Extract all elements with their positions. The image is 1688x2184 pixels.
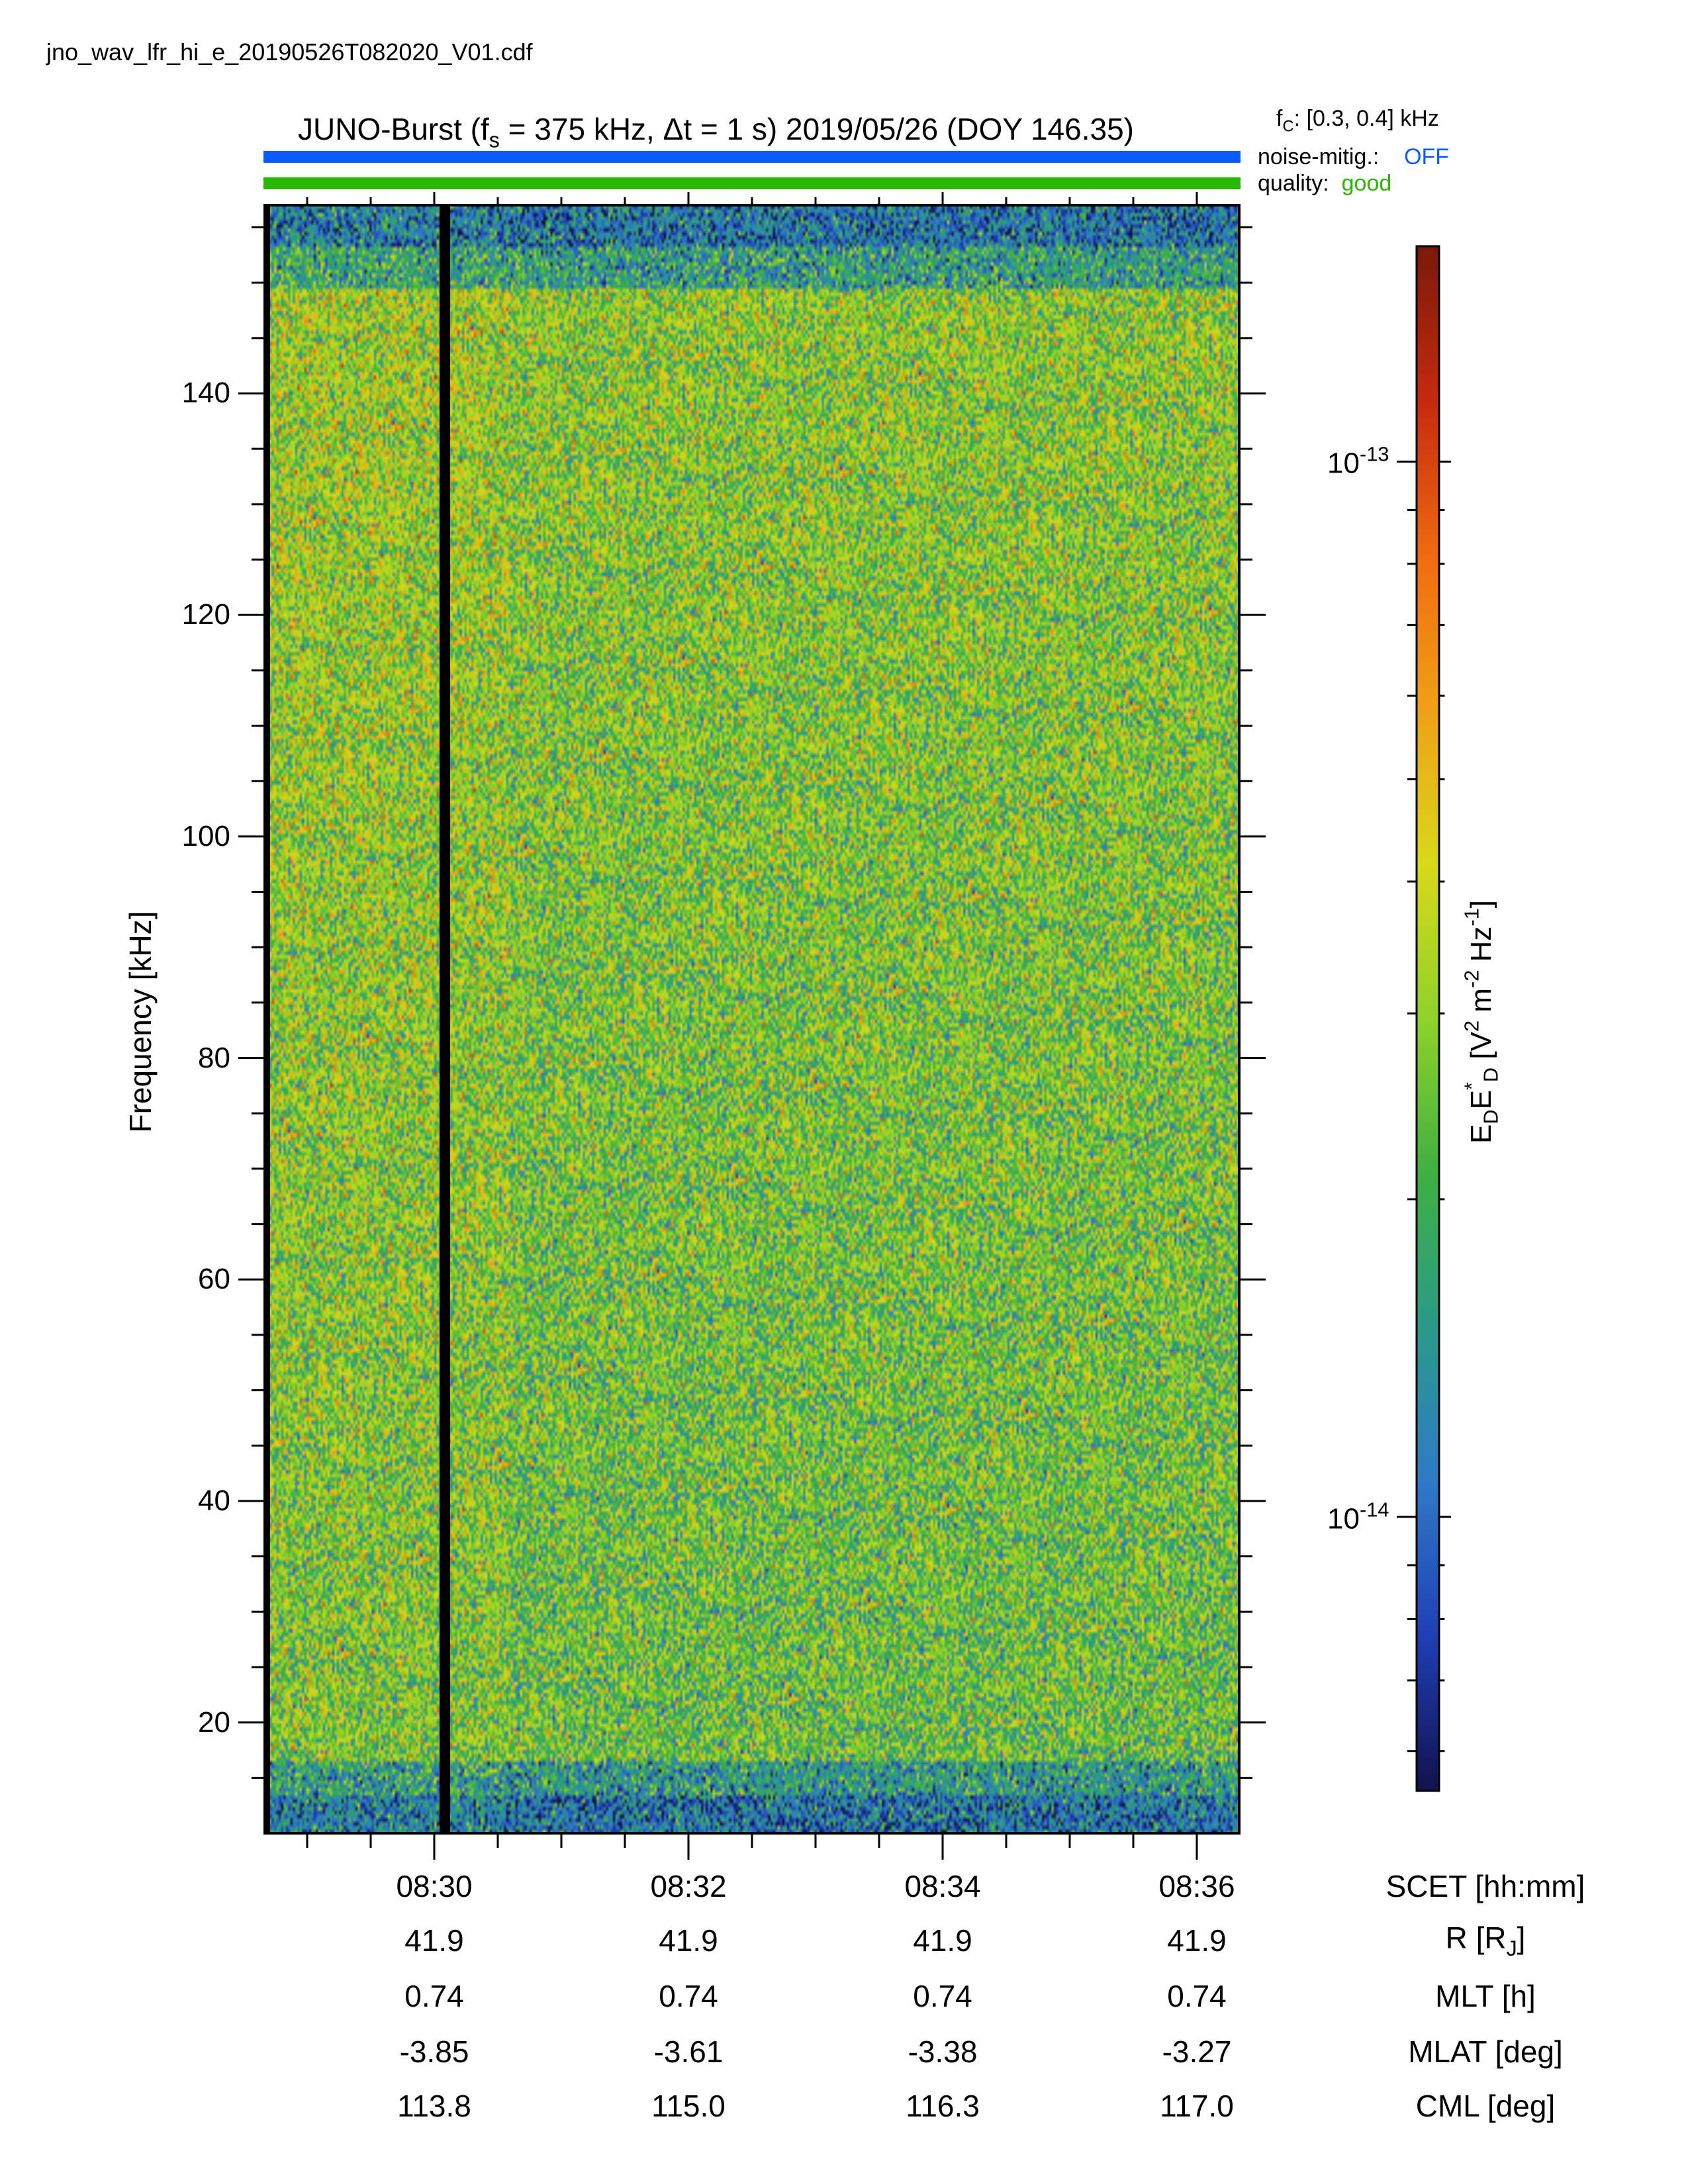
chart-title: JUNO-Burst (fs = 375 kHz, Δt = 1 s) 2019…: [298, 111, 1134, 152]
ephemeris-value: 41.9: [659, 1923, 718, 1958]
colorbar-tick-base: 10: [1327, 1502, 1360, 1535]
x-tick-label: 08:36: [1158, 1869, 1235, 1903]
data-gap-left-edge: [265, 205, 270, 1833]
title-middle: = 375 kHz, Δt = 1 s) 2019/05/26 (DOY 146…: [499, 112, 1134, 146]
r-label-sub: J: [1506, 1936, 1517, 1961]
colorbar: [1397, 245, 1451, 1792]
title-fs-subscript: s: [489, 128, 500, 152]
spectrogram-image: [265, 205, 1239, 1833]
quality-status: quality: good: [1258, 171, 1391, 197]
ephemeris-value: 0.74: [659, 1979, 718, 2013]
colorbar-tick-exponent: -14: [1359, 1498, 1389, 1522]
ephemeris-value: 0.74: [1167, 1979, 1227, 2013]
ephemeris-value: -3.27: [1162, 2034, 1232, 2069]
ephemeris-value: 41.9: [404, 1923, 464, 1958]
quality-bar: [263, 177, 1241, 189]
r-label-text: R [R: [1445, 1920, 1507, 1955]
y-tick-label: 80: [198, 1041, 230, 1074]
y-tick-label: 120: [181, 598, 230, 631]
ephemeris-value: -3.38: [908, 2034, 978, 2069]
scet-row-label: SCET [hh:mm]: [1385, 1869, 1585, 1903]
x-tick-label: 08:30: [396, 1869, 473, 1903]
quality-label: quality:: [1258, 171, 1329, 196]
ephemeris-value: -3.61: [653, 2034, 724, 2069]
ephemeris-value: 117.0: [1160, 2089, 1234, 2123]
quality-value: good: [1341, 171, 1392, 196]
y-tick-label: 20: [198, 1706, 230, 1739]
ephemeris-value: 0.74: [913, 1979, 972, 2013]
cml-row-label: CML [deg]: [1415, 2089, 1556, 2123]
x-tick-label: 08:32: [650, 1869, 727, 1903]
ephemeris-value: 116.3: [906, 2089, 980, 2123]
y-tick-label: 100: [181, 819, 230, 852]
noise-mitigation-bar: [263, 151, 1241, 163]
r-label-close: ]: [1517, 1920, 1526, 1955]
title-prefix: JUNO-Burst (f: [298, 112, 489, 146]
x-tick-label: 08:34: [904, 1869, 981, 1903]
ephemeris-value: 113.8: [397, 2089, 471, 2123]
noise-mitigation-value: OFF: [1404, 144, 1450, 169]
fc-subscript: C: [1282, 117, 1294, 136]
mlat-row-label: MLAT [deg]: [1408, 2034, 1563, 2069]
ephemeris-value: 0.74: [404, 1979, 464, 2013]
data-gap-band: [440, 205, 450, 1833]
ephemeris-value: 41.9: [913, 1923, 972, 1958]
y-tick-label: 140: [181, 377, 230, 410]
fc-range-label: fC: [0.3, 0.4] kHz: [1276, 106, 1439, 136]
spectrogram-heatmap: [265, 205, 1239, 1833]
file-name: jno_wav_lfr_hi_e_20190526T082020_V01.cdf: [46, 38, 533, 66]
r-row-label: R [RJ]: [1446, 1920, 1526, 1961]
colorbar-tick-label: 10-14: [1327, 1498, 1389, 1535]
data-gap-layer: [265, 205, 450, 1833]
colorbar-tick-base: 10: [1327, 447, 1360, 480]
fc-text: : [0.3, 0.4] kHz: [1293, 106, 1439, 131]
colorbar-tick-label: 10-13: [1327, 443, 1389, 480]
colorbar-scale: [1415, 245, 1440, 1792]
colorbar-tick-exponent: -13: [1359, 442, 1389, 466]
ephemeris-value: 115.0: [651, 2089, 726, 2123]
y-tick-label: 40: [198, 1484, 230, 1517]
noise-mitigation-label: noise-mitig.:: [1258, 144, 1380, 169]
y-tick-label: 60: [198, 1263, 230, 1296]
noise-mitigation-status: noise-mitig.: OFF: [1258, 144, 1449, 170]
plot-axes: [238, 192, 1266, 1860]
fc-symbol: f: [1276, 106, 1283, 131]
ephemeris-value: -3.85: [399, 2034, 469, 2069]
mlt-row-label: MLT [h]: [1435, 1979, 1536, 2013]
ephemeris-value: 41.9: [1167, 1923, 1227, 1958]
